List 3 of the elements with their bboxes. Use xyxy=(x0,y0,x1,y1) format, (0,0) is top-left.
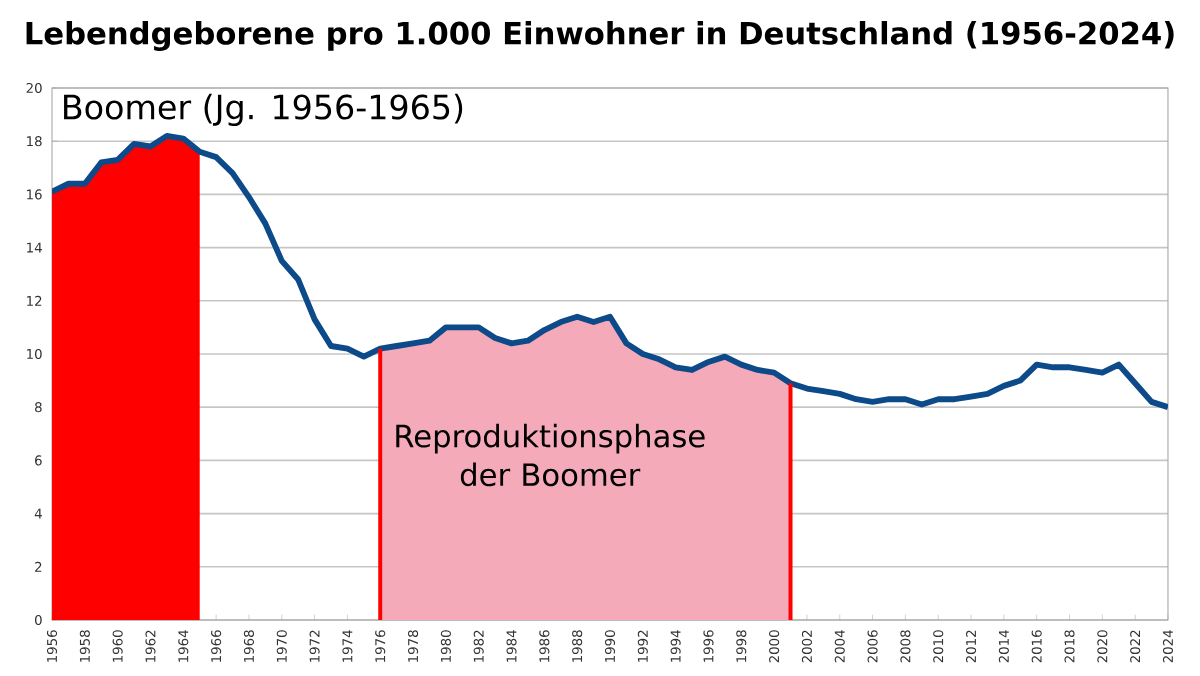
chart-title: Lebendgeborene pro 1.000 Einwohner in Deutschland (1956-2024) xyxy=(26,21,1174,51)
annotation: Boomer (Jg. 1956-1965) xyxy=(64,93,463,127)
annotation: Reproduktionsphase der Boomer xyxy=(396,423,705,487)
